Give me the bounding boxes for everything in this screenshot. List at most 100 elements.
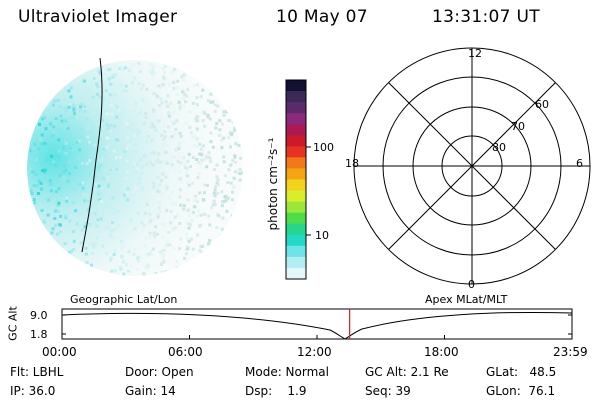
gain-readout: Gain: 14	[125, 384, 176, 398]
image-pixel	[139, 111, 142, 115]
image-pixel	[78, 148, 82, 152]
image-pixel	[106, 127, 110, 131]
image-pixel	[127, 68, 131, 72]
image-pixel	[232, 176, 236, 180]
image-pixel	[145, 162, 149, 166]
image-pixel	[149, 214, 153, 218]
image-pixel	[45, 158, 49, 162]
image-pixel	[149, 249, 153, 253]
image-pixel	[135, 129, 139, 133]
image-pixel	[49, 122, 52, 126]
image-pixel	[99, 71, 103, 75]
colorbar-segment	[286, 267, 306, 280]
image-pixel	[154, 119, 158, 123]
image-pixel	[85, 260, 89, 264]
image-pixel	[152, 185, 156, 189]
image-pixel	[152, 151, 156, 155]
colorbar-segment	[286, 234, 306, 247]
image-pixel	[44, 127, 48, 131]
image-pixel	[102, 176, 105, 180]
image-pixel	[163, 124, 167, 128]
image-pixel	[100, 159, 104, 163]
image-pixel	[79, 108, 83, 112]
image-pixel	[110, 229, 113, 233]
image-pixel	[29, 149, 33, 153]
image-pixel	[126, 170, 130, 174]
image-pixel	[191, 181, 195, 185]
image-pixel	[107, 77, 111, 81]
image-pixel	[238, 178, 242, 182]
image-pixel	[62, 121, 65, 125]
image-pixel	[158, 250, 162, 254]
image-pixel	[112, 149, 116, 153]
image-pixel	[98, 196, 101, 200]
image-pixel	[148, 161, 152, 165]
image-pixel	[90, 80, 94, 84]
image-pixel	[102, 125, 106, 129]
image-pixel	[120, 66, 124, 70]
colorbar-tick-10: 10	[315, 229, 329, 242]
image-pixel	[68, 147, 72, 150]
image-pixel	[97, 192, 101, 196]
image-pixel	[165, 188, 169, 192]
mode-readout: Mode: Normal	[245, 365, 329, 379]
image-pixel	[48, 179, 52, 183]
image-pixel	[195, 137, 199, 141]
image-pixel	[52, 160, 56, 164]
image-pixel	[117, 113, 121, 117]
image-pixel	[163, 65, 167, 68]
image-pixel	[127, 269, 130, 273]
image-pixel	[107, 183, 111, 187]
terminator-line	[81, 57, 103, 253]
image-pixel	[173, 132, 177, 136]
image-pixel	[172, 80, 176, 84]
image-pixel	[207, 242, 211, 246]
image-pixel	[122, 244, 126, 248]
image-pixel	[113, 237, 116, 241]
image-pixel	[123, 91, 127, 95]
image-pixel	[234, 160, 238, 164]
image-pixel	[164, 185, 167, 188]
colorbar-segment	[286, 256, 306, 269]
image-pixel	[226, 181, 230, 184]
image-pixel	[88, 172, 92, 176]
image-pixel	[81, 161, 84, 165]
image-pixel	[162, 159, 166, 163]
image-pixel	[97, 184, 101, 188]
image-pixel	[148, 122, 152, 126]
image-pixel	[135, 132, 139, 136]
image-pixel	[170, 201, 174, 205]
colorbar-segment	[286, 157, 306, 170]
image-pixel	[182, 73, 186, 77]
image-pixel	[158, 183, 162, 187]
image-pixel	[232, 185, 236, 189]
image-pixel	[186, 237, 190, 241]
image-pixel	[145, 236, 149, 240]
image-pixel	[121, 231, 125, 235]
image-pixel	[129, 264, 133, 268]
image-pixel	[158, 190, 162, 194]
image-pixel	[126, 198, 130, 202]
image-pixel	[35, 184, 39, 188]
image-pixel	[201, 198, 205, 202]
image-pixel	[130, 106, 134, 110]
image-pixel	[131, 165, 134, 169]
image-pixel	[161, 172, 165, 176]
image-pixel	[142, 122, 146, 126]
image-pixel	[133, 227, 137, 231]
image-pixel	[55, 132, 59, 136]
image-pixel	[172, 87, 176, 91]
image-pixel	[81, 181, 85, 185]
image-pixel	[37, 147, 41, 151]
image-pixel	[190, 131, 193, 135]
image-pixel	[40, 187, 44, 191]
polar-grid	[353, 47, 591, 285]
image-pixel	[231, 198, 234, 202]
image-pixel	[175, 259, 179, 263]
image-pixel	[159, 133, 163, 137]
image-pixel	[164, 140, 168, 143]
image-pixel	[155, 93, 159, 97]
image-pixel	[67, 172, 71, 175]
image-pixel	[141, 165, 145, 169]
image-pixel	[56, 232, 59, 236]
